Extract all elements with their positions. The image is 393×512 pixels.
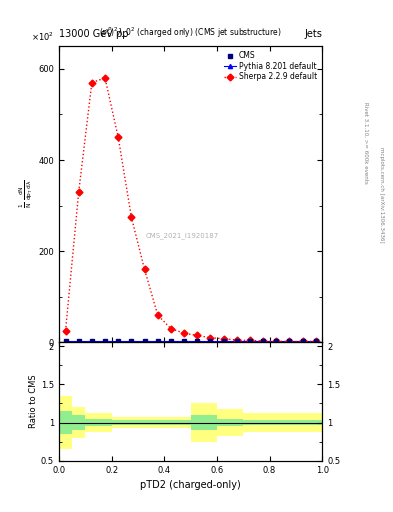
Pythia 8.201 default	[300, 338, 305, 345]
Text: 13000 GeV pp: 13000 GeV pp	[59, 29, 129, 39]
CMS	[182, 338, 186, 345]
Sherpa 2.2.9 default	[169, 326, 173, 332]
Pythia 8.201 default	[182, 338, 186, 345]
Pythia 8.201 default	[116, 338, 121, 345]
Y-axis label: $\mathregular{\frac{1}{N}\ \frac{dN}{dp_T\,d\lambda}}$: $\mathregular{\frac{1}{N}\ \frac{dN}{dp_…	[18, 180, 35, 208]
Sherpa 2.2.9 default	[221, 335, 226, 342]
Pythia 8.201 default	[90, 338, 94, 345]
CMS	[169, 338, 173, 345]
Pythia 8.201 default	[142, 338, 147, 345]
Sherpa 2.2.9 default	[274, 338, 279, 345]
CMS	[116, 338, 121, 345]
Pythia 8.201 default	[208, 338, 213, 345]
Pythia 8.201 default	[313, 338, 318, 345]
Sherpa 2.2.9 default	[90, 79, 94, 86]
Sherpa 2.2.9 default	[248, 337, 252, 344]
Pythia 8.201 default	[63, 338, 68, 345]
Text: CMS_2021_I1920187: CMS_2021_I1920187	[146, 232, 219, 239]
CMS	[313, 338, 318, 345]
Text: Rivet 3.1.10, >= 600k events: Rivet 3.1.10, >= 600k events	[363, 102, 368, 184]
Pythia 8.201 default	[287, 338, 292, 345]
CMS	[142, 338, 147, 345]
Sherpa 2.2.9 default	[142, 266, 147, 272]
CMS	[208, 338, 213, 345]
Pythia 8.201 default	[169, 338, 173, 345]
Pythia 8.201 default	[221, 338, 226, 345]
Line: Sherpa 2.2.9 default: Sherpa 2.2.9 default	[63, 76, 318, 344]
X-axis label: pTD2 (charged-only): pTD2 (charged-only)	[140, 480, 241, 490]
Sherpa 2.2.9 default	[234, 337, 239, 343]
CMS	[287, 338, 292, 345]
Line: CMS: CMS	[63, 339, 318, 344]
Sherpa 2.2.9 default	[261, 338, 265, 344]
Sherpa 2.2.9 default	[208, 335, 213, 341]
CMS	[300, 338, 305, 345]
CMS	[155, 338, 160, 345]
Sherpa 2.2.9 default	[182, 330, 186, 336]
Sherpa 2.2.9 default	[129, 214, 134, 220]
Pythia 8.201 default	[76, 338, 81, 345]
Pythia 8.201 default	[103, 338, 107, 345]
CMS	[261, 338, 265, 345]
CMS	[221, 338, 226, 345]
Sherpa 2.2.9 default	[116, 134, 121, 140]
Pythia 8.201 default	[248, 338, 252, 345]
Sherpa 2.2.9 default	[300, 338, 305, 345]
Line: Pythia 8.201 default: Pythia 8.201 default	[63, 339, 318, 344]
Text: $\times10^2$: $\times10^2$	[31, 31, 54, 43]
Sherpa 2.2.9 default	[287, 338, 292, 345]
Sherpa 2.2.9 default	[313, 338, 318, 345]
Text: $(p_T^P)^2\lambda\_0^2$ (charged only) (CMS jet substructure): $(p_T^P)^2\lambda\_0^2$ (charged only) (…	[99, 25, 282, 40]
CMS	[274, 338, 279, 345]
Pythia 8.201 default	[261, 338, 265, 345]
Sherpa 2.2.9 default	[195, 332, 200, 338]
Y-axis label: Ratio to CMS: Ratio to CMS	[29, 375, 38, 429]
CMS	[76, 338, 81, 345]
Sherpa 2.2.9 default	[155, 312, 160, 318]
CMS	[195, 338, 200, 345]
Text: mcplots.cern.ch [arXiv:1306.3436]: mcplots.cern.ch [arXiv:1306.3436]	[379, 147, 384, 242]
CMS	[129, 338, 134, 345]
Sherpa 2.2.9 default	[63, 328, 68, 334]
Sherpa 2.2.9 default	[76, 189, 81, 195]
CMS	[90, 338, 94, 345]
Pythia 8.201 default	[129, 338, 134, 345]
CMS	[234, 338, 239, 345]
Pythia 8.201 default	[274, 338, 279, 345]
Sherpa 2.2.9 default	[103, 75, 107, 81]
Legend: CMS, Pythia 8.201 default, Sherpa 2.2.9 default: CMS, Pythia 8.201 default, Sherpa 2.2.9 …	[222, 50, 318, 83]
CMS	[63, 338, 68, 345]
Pythia 8.201 default	[234, 338, 239, 345]
Pythia 8.201 default	[155, 338, 160, 345]
CMS	[248, 338, 252, 345]
Pythia 8.201 default	[195, 338, 200, 345]
Text: Jets: Jets	[305, 29, 322, 39]
CMS	[103, 338, 107, 345]
